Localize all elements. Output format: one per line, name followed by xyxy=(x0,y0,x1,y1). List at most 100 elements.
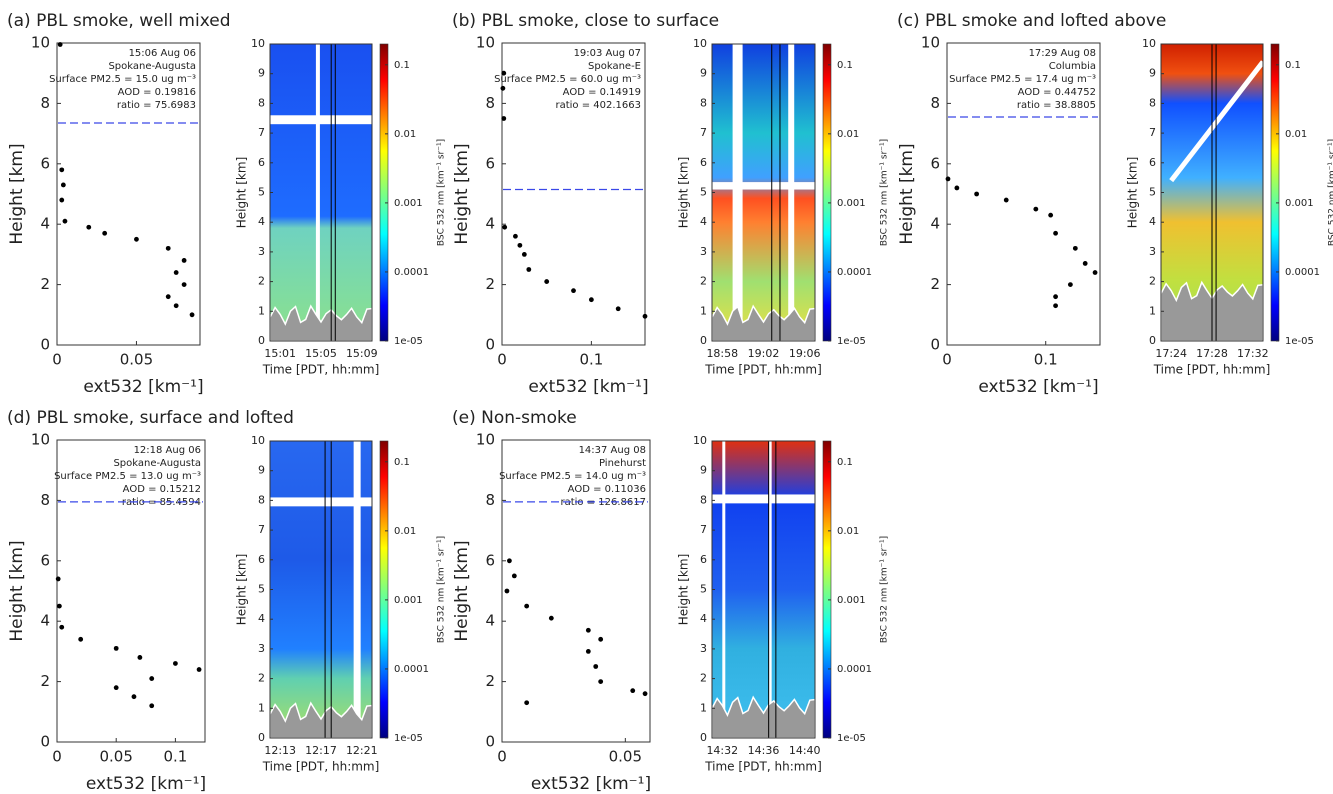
y-tick-label: 4 xyxy=(40,612,50,630)
y-tick-label: 10 xyxy=(31,34,50,52)
colorbar-tick-label: 0.01 xyxy=(394,526,416,537)
y-tick-label: 8 xyxy=(258,96,265,109)
colorbar-tick-label: 0.01 xyxy=(394,129,416,140)
panel-title: (c) PBL smoke and lofted above xyxy=(897,11,1166,31)
y-tick-label: 0 xyxy=(1149,334,1156,347)
plot-frame xyxy=(946,42,1101,346)
y-tick-label: 0 xyxy=(485,336,495,354)
data-gap xyxy=(270,497,372,507)
data-point xyxy=(507,558,512,564)
data-point xyxy=(544,279,550,284)
data-point xyxy=(598,636,604,642)
y-tick-label: 10 xyxy=(921,34,940,52)
y-tick-label: 5 xyxy=(700,186,707,199)
y-tick-label: 0 xyxy=(485,733,495,751)
data-point xyxy=(60,182,66,188)
y-tick-label: 3 xyxy=(258,245,265,258)
y-tick-label: 8 xyxy=(485,94,495,112)
colorbar xyxy=(379,440,389,739)
data-point xyxy=(165,245,171,251)
y-tick-label: 6 xyxy=(485,551,495,569)
x-tick-label: 0.05 xyxy=(120,351,153,369)
y-axis-label: Height [km] xyxy=(7,540,27,641)
backscatter-image xyxy=(712,44,815,341)
annotation: Spokane-E xyxy=(588,61,641,72)
data-point xyxy=(134,236,139,242)
y-tick-label: 4 xyxy=(258,612,265,625)
annotation: Surface PM2.5 = 14.0 ug m⁻³ xyxy=(499,471,646,482)
annotation: 19:03 Aug 07 xyxy=(574,48,641,59)
colorbar-tick-label: 0.001 xyxy=(394,198,423,209)
data-point xyxy=(521,252,527,257)
x-tick-label: 0 xyxy=(497,748,507,766)
data-point xyxy=(642,691,648,697)
y-tick-label: 4 xyxy=(485,612,495,630)
x-axis-label: Time [PDT, hh:mm] xyxy=(1153,363,1271,377)
data-point xyxy=(59,197,65,203)
colorbar-tick-label: 0.0001 xyxy=(394,664,429,675)
y-tick-label: 8 xyxy=(40,94,50,112)
data-point xyxy=(196,667,202,672)
data-point xyxy=(59,624,65,630)
annotation: Spokane-Augusta xyxy=(108,61,196,72)
x-axis-label: Time [PDT, hh:mm] xyxy=(704,363,822,377)
data-point xyxy=(504,588,510,594)
y-tick-label: 10 xyxy=(693,37,707,50)
y-tick-label: 10 xyxy=(251,37,265,50)
y-axis-label: Height [km] xyxy=(452,540,472,641)
data-point xyxy=(57,42,63,47)
y-tick-label: 7 xyxy=(700,523,707,536)
annotation: Spokane-Augusta xyxy=(113,458,201,469)
x-axis-label: ext532 [km⁻¹] xyxy=(528,377,648,397)
data-point xyxy=(524,603,530,609)
data-point xyxy=(1033,206,1039,212)
x-axis-label: ext532 [km⁻¹] xyxy=(83,377,203,397)
ground xyxy=(269,304,373,342)
y-tick-label: 5 xyxy=(258,186,265,199)
x-tick-label: 0 xyxy=(497,351,507,369)
data-point xyxy=(149,703,155,709)
data-point xyxy=(511,573,517,579)
y-tick-label: 3 xyxy=(1149,245,1156,258)
y-tick-label: 2 xyxy=(700,275,707,288)
data-point xyxy=(585,649,591,654)
annotation: ratio = 38.8805 xyxy=(1017,100,1096,111)
y-tick-label: 10 xyxy=(31,431,50,449)
y-tick-label: 7 xyxy=(258,126,265,139)
y-tick-label: 4 xyxy=(700,612,707,625)
data-point xyxy=(630,688,636,694)
y-tick-label: 10 xyxy=(1142,37,1156,50)
data-point xyxy=(1092,270,1098,275)
data-point xyxy=(189,312,195,318)
data-gap xyxy=(722,441,726,738)
aircraft-track xyxy=(1169,60,1265,183)
colorbar-tick-label: 0.0001 xyxy=(837,664,872,675)
y-tick-label: 7 xyxy=(258,523,265,536)
y-tick-label: 6 xyxy=(258,553,265,566)
x-tick-label: 0.1 xyxy=(163,748,187,766)
data-point xyxy=(173,661,178,666)
annotation: Surface PM2.5 = 13.0 ug m⁻³ xyxy=(54,471,201,482)
y-tick-label: 6 xyxy=(40,154,50,172)
y-tick-label: 5 xyxy=(700,583,707,596)
backscatter-image xyxy=(270,44,372,341)
x-tick-label: 0.05 xyxy=(609,748,642,766)
data-point xyxy=(1067,282,1073,287)
data-point xyxy=(137,655,143,660)
data-gap xyxy=(353,441,361,738)
colorbar-tick-label: 0.1 xyxy=(394,457,410,468)
x-tick-label: 12:17 xyxy=(305,744,337,757)
data-point xyxy=(524,700,530,706)
y-tick-label: 9 xyxy=(700,464,707,477)
data-point xyxy=(102,230,108,236)
y-tick-label: 5 xyxy=(258,583,265,596)
colorbar xyxy=(1270,43,1280,342)
colorbar-tick-label: 0.01 xyxy=(1285,129,1307,140)
plot-frame xyxy=(56,42,201,346)
data-point xyxy=(59,167,65,173)
y-axis-label: Height [km] xyxy=(1126,157,1140,228)
annotation: AOD = 0.15212 xyxy=(123,484,201,495)
y-tick-label: 6 xyxy=(930,154,940,172)
colorbar-label: BSC 532 nm [km⁻¹ sr⁻¹] xyxy=(437,139,447,246)
data-point xyxy=(165,294,171,300)
